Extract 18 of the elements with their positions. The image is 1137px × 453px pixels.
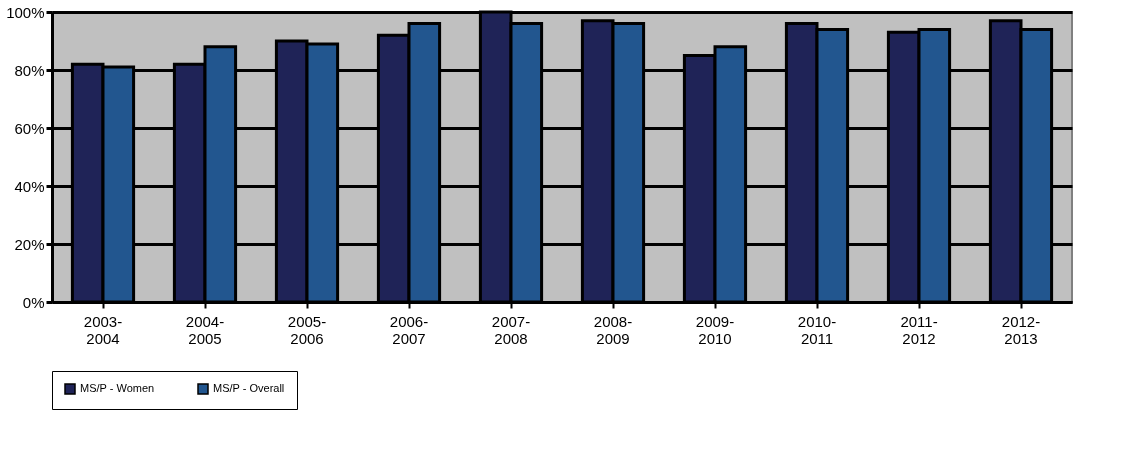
x-tick-label: 2003- 2004 bbox=[83, 312, 123, 347]
x-tick-label: 2011- 2012 bbox=[900, 312, 938, 347]
x-tick-label: 2012- 2013 bbox=[1001, 312, 1041, 347]
y-tick-label: 80% bbox=[14, 61, 45, 79]
y-tick-label: 60% bbox=[14, 119, 45, 137]
x-tick-label: 2008- 2009 bbox=[593, 312, 633, 347]
x-tick-label: 2004- 2005 bbox=[185, 312, 225, 347]
x-tick-label: 2007- 2008 bbox=[491, 312, 531, 347]
legend-label: MS/P - Women bbox=[80, 382, 155, 394]
y-tick-label: 100% bbox=[6, 3, 45, 21]
x-tick-label: 2010- 2011 bbox=[797, 312, 837, 347]
y-tick-label: 40% bbox=[14, 177, 45, 195]
legend-label: MS/P - Overall bbox=[213, 382, 285, 394]
x-tick-label: 2005- 2006 bbox=[287, 312, 327, 347]
y-tick-label: 0% bbox=[22, 293, 45, 311]
x-tick-label: 2006- 2007 bbox=[389, 312, 429, 347]
x-tick-label: 2009- 2010 bbox=[695, 312, 735, 347]
y-tick-label: 20% bbox=[14, 235, 45, 253]
